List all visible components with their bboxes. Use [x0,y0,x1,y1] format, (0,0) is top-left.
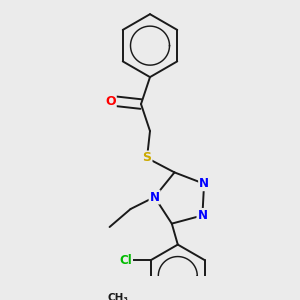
Text: Cl: Cl [119,254,132,267]
Text: S: S [142,152,152,164]
Text: N: N [197,209,207,222]
Text: CH₃: CH₃ [107,293,128,300]
Text: O: O [105,94,116,108]
Text: N: N [149,190,160,203]
Text: N: N [199,177,209,190]
